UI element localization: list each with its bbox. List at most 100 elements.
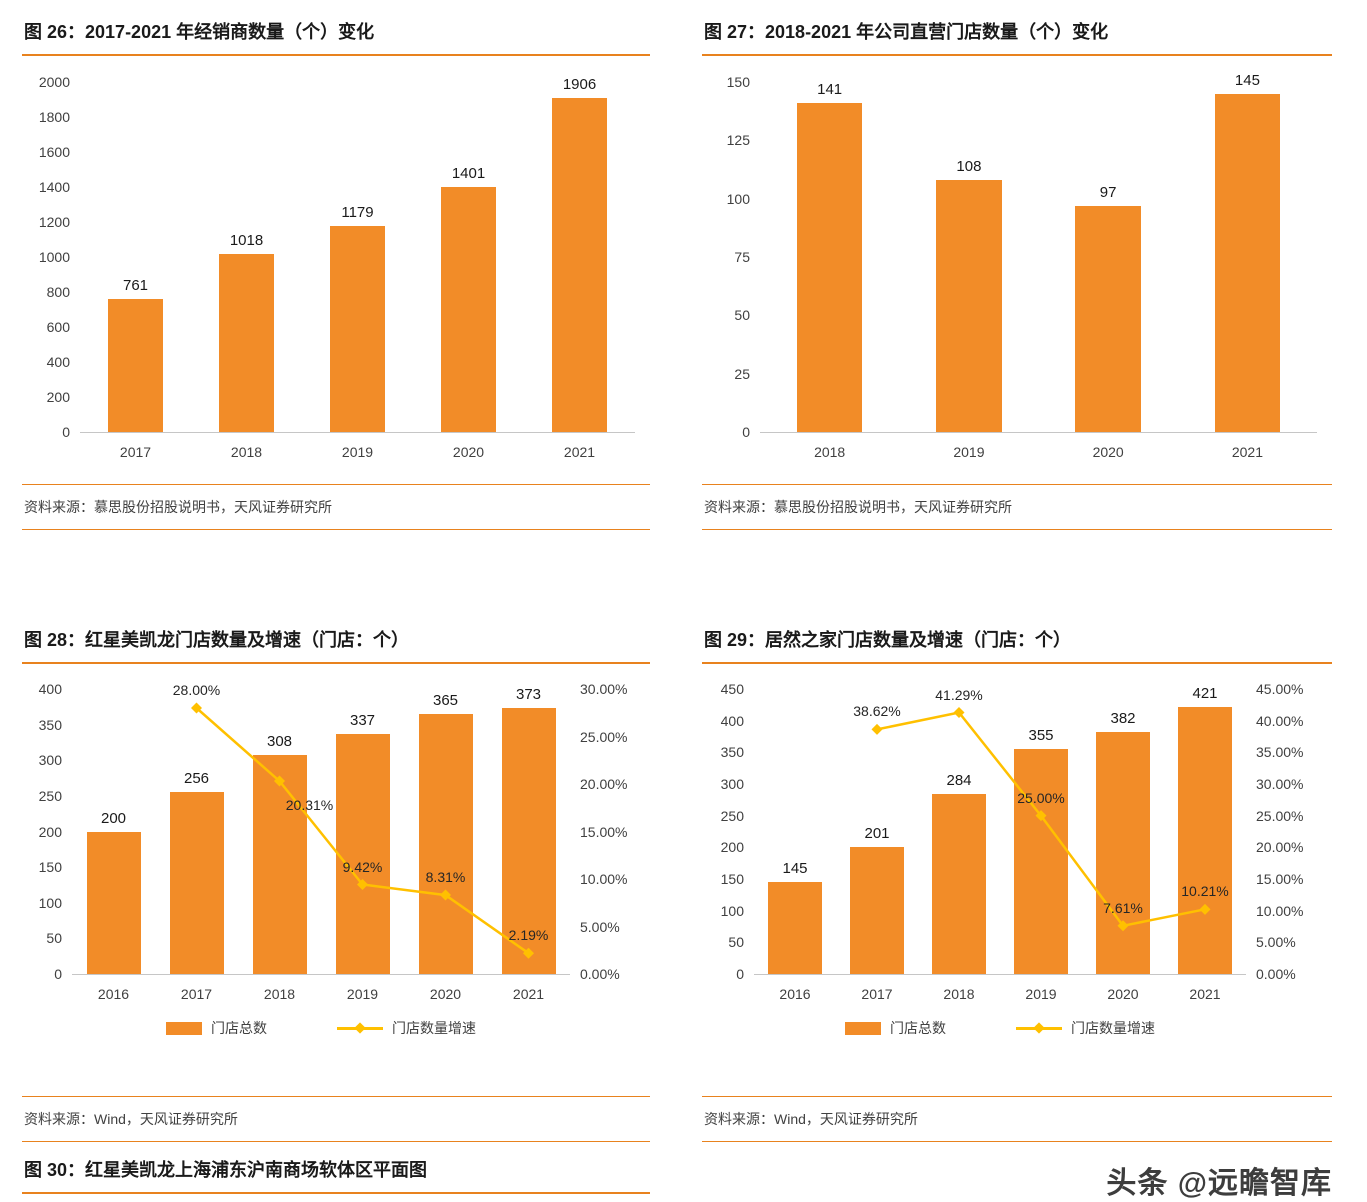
x-axis-tick: 2016 [779,986,811,1002]
bar-2020 [1075,205,1141,432]
charts-grid-bottom: 图 28：红星美凯龙门店数量及增速（门店：个） 200 256 308 337 365 3… [22,620,1343,1202]
y-axis-tick: 50 [728,934,744,951]
line-swatch-icon [1016,1022,1062,1034]
bar-2020 [418,713,473,974]
line-marker-icon [523,947,534,959]
figure-27-title: 图 27：2018-2021 年公司直营门店数量（个）变化 [702,12,1332,56]
y-axis-tick: 50 [734,307,750,324]
bottom-right-column: 图 29：居然之家门店数量及增速（门店：个） 145 201 284 355 382 42… [702,620,1332,1202]
secondary-y-axis-tick: 20.00% [1256,839,1304,856]
line-marker-icon [1035,810,1047,822]
growth-rate-label: 10.21% [1181,883,1229,900]
y-axis-tick: 800 [46,284,70,300]
figure-30-title: 图 30：红星美凯龙上海浦东沪南商场软体区平面图 [22,1152,650,1194]
line-marker-icon [1199,903,1211,915]
bottom-left-column: 图 28：红星美凯龙门店数量及增速（门店：个） 200 256 308 337 365 3… [22,620,650,1202]
x-axis-tick: 2019 [341,444,374,460]
x-axis-tick: 2017 [119,444,152,460]
y-axis-tick: 0 [736,966,744,982]
figure-26-source-text: 资料来源：慕思股份招股说明书，天风证券研究所 [24,499,332,515]
growth-line-layer [191,702,534,959]
y-axis-tick: 250 [38,787,62,804]
y-axis-tick: 400 [46,354,70,370]
line-swatch-icon [337,1022,383,1034]
figure-29: 图 29：居然之家门店数量及增速（门店：个） 145 201 284 355 382 42… [702,620,1332,1142]
y-axis-tick: 200 [720,839,744,856]
y-axis-tick: 75 [734,249,750,265]
secondary-y-axis-tick: 15.00% [580,823,628,840]
growth-rate-label: 25.00% [1017,789,1065,806]
x-axis-tick: 2020 [452,444,485,460]
y-axis-tick: 150 [38,859,62,876]
growth-rate-label: 7.61% [1103,899,1143,916]
bar-value-label: 421 [1192,685,1218,703]
x-axis-tick: 2018 [263,986,296,1002]
line-marker-icon [953,706,965,718]
bar-value-label: 355 [1028,727,1054,745]
plot-area: 141 108 97 145 [760,72,1317,433]
figure-28-title: 图 28：红星美凯龙门店数量及增速（门店：个） [22,620,650,664]
x-axis-tick: 2019 [953,444,985,460]
bar-2016 [86,831,141,974]
plot-area: 200 256 308 337 365 373 28.00% 20.31% 9.42% 8.31%… [72,682,570,975]
bar-value-label: 761 [122,276,149,294]
line-marker-icon [274,775,285,787]
bar-value-label: 1179 [341,203,374,221]
line-marker-icon [191,702,202,714]
y-axis-tick: 150 [720,871,744,887]
bar-2021 [501,708,556,974]
y-axis-tick: 600 [46,319,70,335]
x-axis-tick: 2021 [512,986,545,1002]
line-swatch-diamond-icon [354,1022,366,1034]
secondary-y-axis-tick: 10.00% [1256,902,1304,919]
y-axis-tick: 450 [720,681,744,697]
plot-area: 145 201 284 355 382 421 38.62% 41.29% 25.00% 7.61… [754,685,1246,975]
y-axis-tick: 400 [720,712,744,729]
line-swatch-diamond-icon [1033,1022,1045,1034]
direct-store-count-bar-chart: 141 108 97 145 0 25 50 75 100 125 150 2018 2019 2020 2… [702,68,1332,466]
bar-value-label: 201 [864,824,890,842]
bar-value-label: 145 [1234,71,1260,89]
bar-2018 [218,253,275,432]
bar-value-label: 284 [946,772,972,790]
figure-29-source-text: 资料来源：Wind，天风证券研究所 [704,1111,918,1127]
bar-value-label: 145 [782,860,808,878]
bar-swatch-icon [845,1021,881,1035]
x-axis-tick: 2018 [943,986,975,1002]
growth-rate-label: 38.62% [853,703,901,720]
legend-label-store-total: 门店总数 [890,1020,946,1036]
figure-28-source-text: 资料来源：Wind，天风证券研究所 [24,1111,238,1127]
bar-value-label: 308 [266,732,293,750]
bar-2019 [329,225,386,432]
secondary-y-axis-tick: 0.00% [1256,966,1296,982]
y-axis-tick: 350 [720,744,744,761]
bar-2019 [335,733,390,974]
x-axis-tick: 2020 [1092,444,1124,460]
x-axis-tick: 2017 [180,986,213,1002]
figure-28-source-row: 资料来源：Wind，天风证券研究所 [22,1096,650,1142]
dealer-count-bar-chart: 761 1018 1179 1401 1906 0 200 400 600 800 1000 1200… [22,68,650,466]
line-marker-icon [871,723,883,735]
bar-2018 [796,103,863,432]
secondary-y-axis-tick: 15.00% [1256,871,1304,887]
figure-27: 图 27：2018-2021 年公司直营门店数量（个）变化 141 108 97 14… [702,12,1332,530]
secondary-y-axis-tick: 35.00% [1256,744,1304,761]
y-axis-tick: 1400 [38,179,70,195]
growth-rate-label: 9.42% [342,858,383,875]
bar-value-label: 200 [100,809,127,827]
bar-value-label: 382 [1110,710,1136,728]
bar-value-label: 1401 [451,164,486,182]
bar-value-label: 337 [349,711,376,729]
x-axis-tick: 2018 [814,444,846,460]
figure-28: 图 28：红星美凯龙门店数量及增速（门店：个） 200 256 308 337 365 3… [22,620,650,1142]
y-axis-tick: 0 [742,424,750,440]
secondary-y-axis-tick: 40.00% [1256,712,1304,729]
growth-rate-label: 2.19% [508,927,549,944]
y-axis-tick: 300 [38,752,62,769]
growth-line [195,707,530,955]
growth-rate-label: 8.31% [425,869,466,886]
line-marker-icon [440,889,451,901]
bar-value-label: 373 [515,686,542,704]
x-axis-tick: 2021 [563,444,596,460]
